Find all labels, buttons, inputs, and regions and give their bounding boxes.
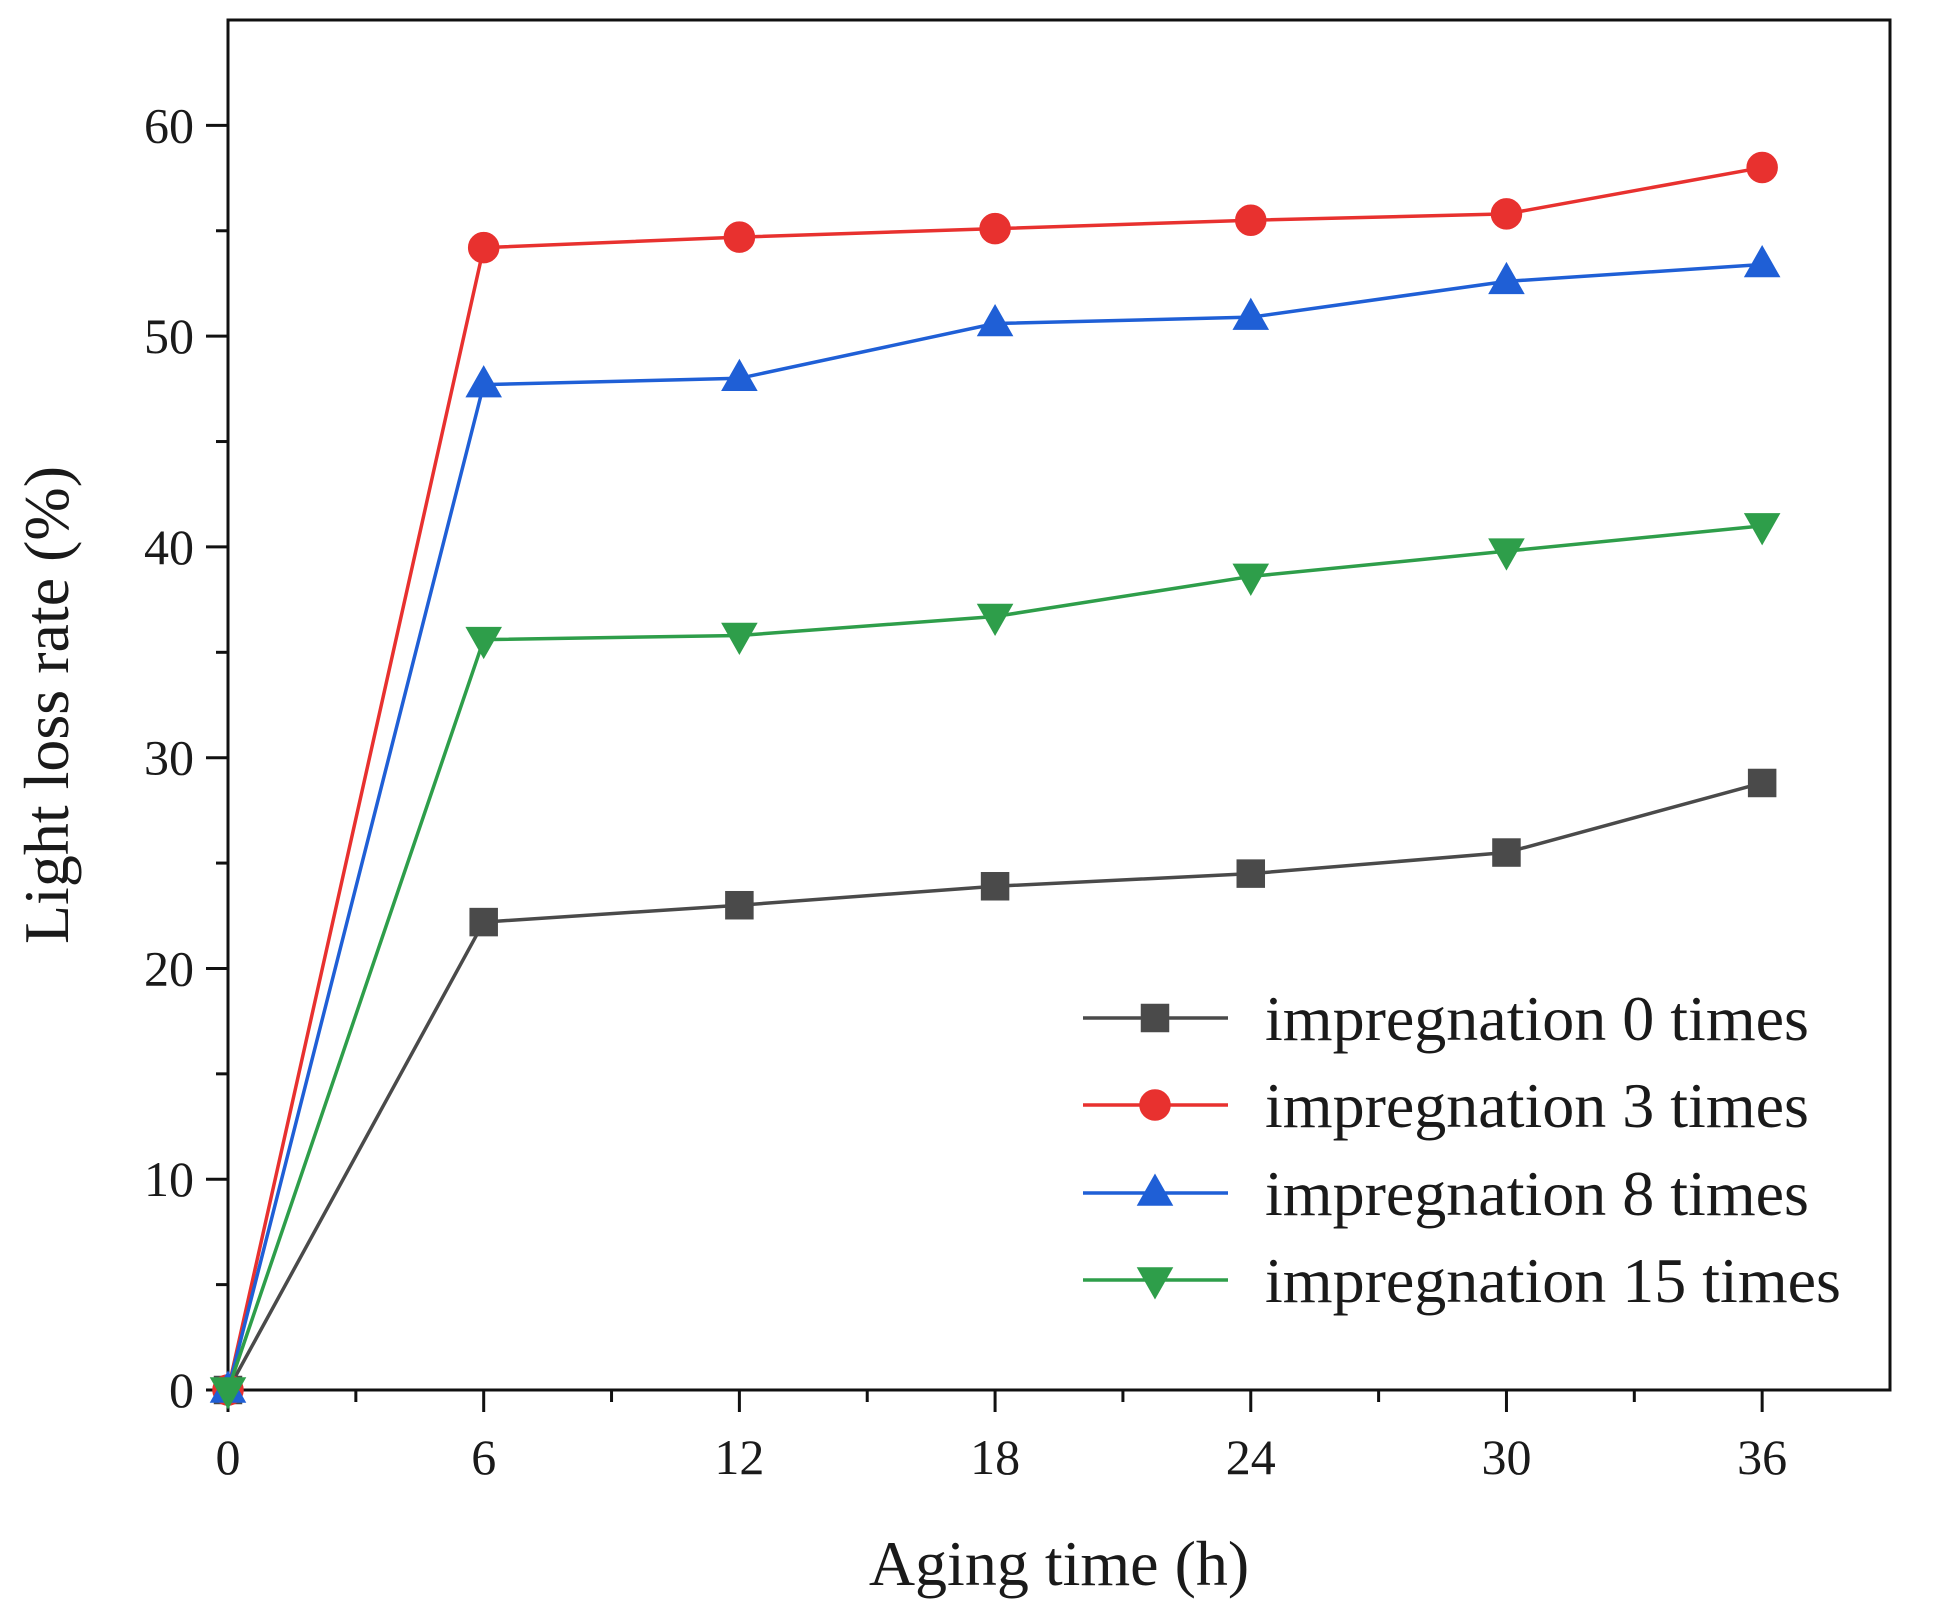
x-tick-label: 18	[970, 1429, 1020, 1485]
data-point	[465, 365, 502, 398]
data-point	[979, 212, 1011, 245]
x-axis-title: Aging time (h)	[869, 1528, 1249, 1599]
legend-item: impregnation 0 times	[1083, 983, 1809, 1054]
legend-marker	[1136, 1267, 1174, 1300]
data-point	[1236, 859, 1266, 888]
y-tick-label: 10	[144, 1151, 194, 1207]
data-point	[1232, 563, 1270, 596]
data-point	[1488, 538, 1525, 571]
data-point	[467, 231, 500, 264]
data-point	[976, 603, 1014, 636]
legend-item: impregnation 3 times	[1083, 1070, 1809, 1141]
legend-item: impregnation 8 times	[1083, 1158, 1809, 1229]
data-point	[1743, 513, 1781, 546]
x-tick-label: 36	[1737, 1429, 1787, 1485]
data-point	[469, 907, 498, 937]
y-tick-label: 50	[144, 308, 194, 364]
axis-tick-labels: 0 6 12 18 24 30 36 0 10 20 30 40 50 60	[144, 97, 1787, 1485]
data-point	[976, 303, 1014, 337]
x-tick-label: 30	[1481, 1429, 1531, 1485]
legend-marker	[1139, 1089, 1171, 1121]
axis-ticks	[206, 123, 1764, 1412]
data-point	[980, 872, 1010, 901]
data-point	[1743, 244, 1781, 278]
data-point	[725, 890, 754, 920]
data-point	[1488, 261, 1525, 295]
x-tick-label: 12	[714, 1429, 764, 1485]
y-tick-label: 30	[144, 730, 194, 786]
x-tick-label: 24	[1226, 1429, 1276, 1485]
legend-label: impregnation 8 times	[1265, 1158, 1809, 1229]
y-tick-label: 0	[169, 1362, 194, 1418]
data-point	[723, 221, 756, 253]
y-tick-label: 40	[144, 519, 194, 575]
data-point	[721, 622, 758, 655]
series-3	[209, 513, 1781, 1410]
legend-label: impregnation 0 times	[1265, 983, 1809, 1054]
y-tick-label: 60	[144, 97, 194, 153]
data-point	[1235, 204, 1267, 236]
data-point	[721, 358, 758, 392]
plot-frame	[226, 18, 1892, 1392]
data-point	[1492, 838, 1521, 867]
legend-label: impregnation 3 times	[1265, 1070, 1809, 1141]
x-tick-label: 6	[471, 1429, 496, 1485]
plot-border	[226, 18, 1892, 1392]
legend: impregnation 0 times impregnation 3 times…	[1083, 983, 1841, 1316]
y-tick-label: 20	[144, 940, 194, 996]
y-axis-title: Light loss rate (%)	[11, 466, 82, 944]
series-2	[209, 244, 1781, 1403]
x-tick-label: 0	[216, 1429, 241, 1485]
data-point	[1746, 151, 1778, 184]
legend-marker	[1136, 1173, 1174, 1206]
legend-marker	[1140, 1003, 1170, 1033]
legend-label: impregnation 15 times	[1265, 1245, 1841, 1316]
data-point	[465, 626, 502, 660]
data-point	[1232, 297, 1270, 330]
data-point	[1747, 768, 1777, 798]
data-series	[209, 151, 1781, 1410]
data-point	[1490, 198, 1523, 230]
legend-item: impregnation 15 times	[1083, 1245, 1841, 1316]
data-point	[209, 1377, 247, 1410]
